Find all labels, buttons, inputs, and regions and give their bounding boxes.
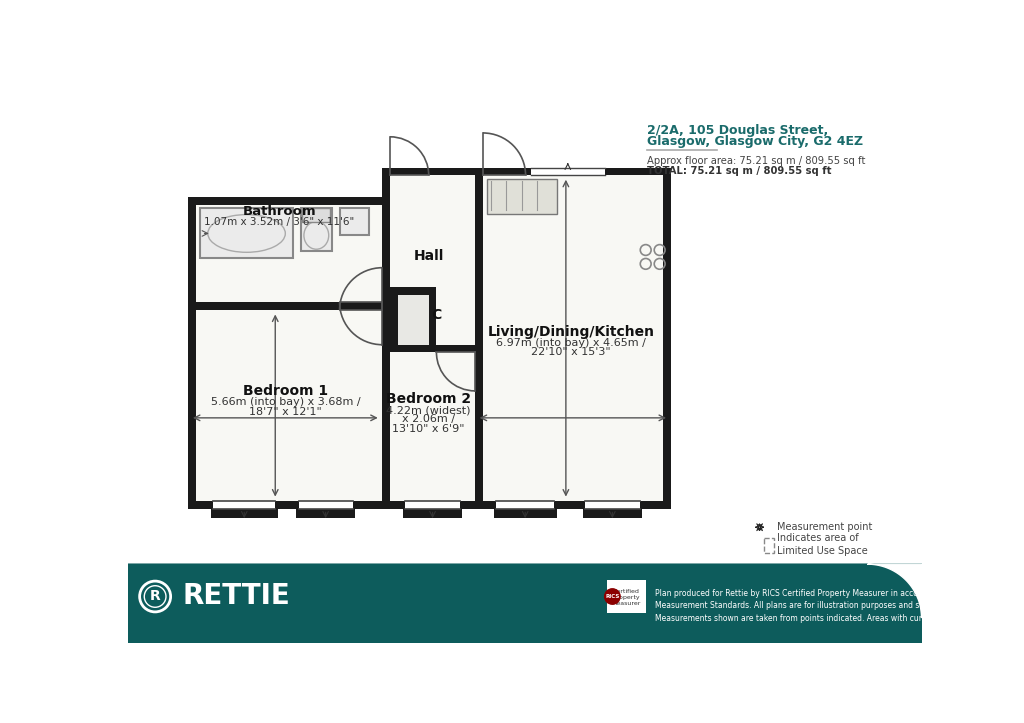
Bar <box>382 168 390 205</box>
Text: Indicates area of
Limited Use Space: Indicates area of Limited Use Space <box>776 533 867 556</box>
Bar <box>486 179 557 214</box>
Text: Certified: Certified <box>613 589 640 594</box>
Bar <box>764 538 774 553</box>
Text: Plan produced for Rettie by RICS Certified Property Measurer in accordance with : Plan produced for Rettie by RICS Certifi… <box>655 589 1024 623</box>
Text: 13'10" x 6'9": 13'10" x 6'9" <box>392 424 465 434</box>
Bar <box>390 175 475 345</box>
Bar <box>475 175 483 501</box>
Circle shape <box>604 589 621 604</box>
Text: Bedroom 1: Bedroom 1 <box>243 384 328 398</box>
Bar <box>197 310 382 501</box>
Bar <box>340 208 369 236</box>
Bar <box>299 501 352 510</box>
Bar <box>211 509 278 518</box>
Bar <box>390 352 475 501</box>
Bar <box>302 208 331 222</box>
Bar <box>128 564 922 643</box>
Text: Bedroom 2: Bedroom 2 <box>386 392 471 406</box>
Text: 5.66m (into bay) x 3.68m /: 5.66m (into bay) x 3.68m / <box>211 398 360 408</box>
Bar <box>197 205 382 302</box>
Text: RETTIE: RETTIE <box>182 583 290 610</box>
Bar <box>301 208 332 251</box>
Bar <box>403 509 462 518</box>
Bar <box>496 501 554 510</box>
Bar <box>663 168 671 509</box>
Bar <box>390 345 475 352</box>
Bar <box>296 509 355 518</box>
Text: 18'7" x 12'1": 18'7" x 12'1" <box>249 407 322 416</box>
Bar <box>583 509 642 518</box>
Bar <box>197 302 390 310</box>
Text: R: R <box>150 589 161 604</box>
Bar <box>188 197 390 205</box>
Text: TOTAL: 75.21 sq m / 809.55 sq ft: TOTAL: 75.21 sq m / 809.55 sq ft <box>647 166 831 176</box>
Text: Glasgow, Glasgow City, G2 4EZ: Glasgow, Glasgow City, G2 4EZ <box>647 135 863 148</box>
Bar <box>382 205 390 501</box>
Text: 4.22m (widest): 4.22m (widest) <box>386 405 471 415</box>
Bar <box>390 287 397 345</box>
Text: 22'10" x 15'3": 22'10" x 15'3" <box>531 348 611 357</box>
Text: Measurement point: Measurement point <box>776 522 872 532</box>
Text: C: C <box>431 309 441 322</box>
Bar <box>429 287 436 345</box>
Bar <box>188 501 671 509</box>
Text: 2/2A, 105 Douglas Street,: 2/2A, 105 Douglas Street, <box>647 124 828 137</box>
Bar <box>607 580 646 613</box>
Text: 6.97m (into bay) x 4.65m /: 6.97m (into bay) x 4.65m / <box>497 338 646 348</box>
Bar <box>200 208 293 258</box>
Bar <box>390 287 436 295</box>
Polygon shape <box>867 564 922 618</box>
Text: Bathroom: Bathroom <box>243 205 316 218</box>
Bar <box>586 501 640 510</box>
Text: Approx floor area: 75.21 sq m / 809.55 sq ft: Approx floor area: 75.21 sq m / 809.55 s… <box>647 156 865 166</box>
Bar <box>397 295 429 345</box>
Text: x 2.06m /: x 2.06m / <box>402 414 456 424</box>
Text: Living/Dining/Kitchen: Living/Dining/Kitchen <box>487 325 654 338</box>
Bar <box>382 168 671 175</box>
Bar <box>531 168 604 175</box>
Text: Hall: Hall <box>414 249 443 263</box>
Bar <box>483 175 671 501</box>
Text: RICS: RICS <box>605 594 620 599</box>
Text: 1.07m x 3.52m / 3'6" x 11'6": 1.07m x 3.52m / 3'6" x 11'6" <box>204 216 354 226</box>
Bar <box>213 501 275 510</box>
Text: Property: Property <box>613 595 640 600</box>
Text: Measurer: Measurer <box>611 601 641 606</box>
Bar <box>406 501 460 510</box>
Polygon shape <box>128 564 922 643</box>
Bar <box>494 509 557 518</box>
Bar <box>188 197 197 509</box>
